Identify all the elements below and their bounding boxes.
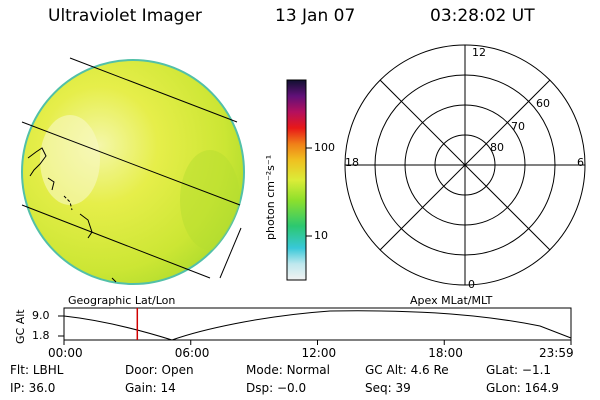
- info-field-value: 14: [160, 381, 176, 395]
- info-field-label: GC Alt:: [365, 363, 411, 377]
- info-field-label: IP:: [10, 381, 29, 395]
- info-field: Gain: 14: [125, 381, 176, 395]
- info-field-value: LBHL: [32, 363, 64, 377]
- apex-label: Apex MLat/MLT: [410, 294, 493, 307]
- altitude-curve: [63, 310, 572, 341]
- uv-earth-image: [21, 57, 245, 285]
- polar-plot: [344, 44, 586, 286]
- observation-date: 13 Jan 07: [275, 6, 356, 26]
- info-field-label: Mode:: [246, 363, 287, 377]
- polar-mlt-6: 6: [577, 156, 584, 169]
- polar-mlt-12: 12: [472, 46, 486, 59]
- info-field: GLat: −1.1: [486, 363, 551, 377]
- altitude-y-high: 9.0: [32, 309, 50, 322]
- info-field-label: Flt:: [10, 363, 33, 377]
- info-field-value: 36.0: [28, 381, 56, 395]
- polar-mlt-18: 18: [345, 156, 359, 169]
- info-field-value: 39: [395, 381, 411, 395]
- info-field-label: Door:: [125, 363, 162, 377]
- altitude-plot: [58, 307, 572, 345]
- info-field: Door: Open: [125, 363, 194, 377]
- colorbar-tick-100: 100: [314, 141, 335, 154]
- altitude-y-low: 1.8: [32, 329, 50, 342]
- polar-lat-60: 60: [536, 97, 550, 110]
- info-field-value: −0.0: [276, 381, 307, 395]
- info-field-value: 4.6 Re: [410, 363, 449, 377]
- info-field: GLon: 164.9: [486, 381, 559, 395]
- altitude-xtick-label: 23:59: [539, 346, 574, 360]
- polar-mlt-0: 0: [468, 278, 475, 291]
- colorbar-tick-10: 10: [314, 229, 328, 242]
- info-field-label: GLat:: [486, 363, 522, 377]
- altitude-ylabel: GC Alt: [14, 309, 27, 344]
- polar-lat-80: 80: [490, 141, 504, 154]
- info-field-value: Open: [161, 363, 194, 377]
- info-field: Mode: Normal: [246, 363, 330, 377]
- geographic-label: Geographic Lat/Lon: [68, 294, 176, 307]
- altitude-xtick-label: 18:00: [428, 346, 463, 360]
- info-field-label: Seq:: [365, 381, 396, 395]
- instrument-title: Ultraviolet Imager: [48, 6, 202, 26]
- color-bar: [286, 79, 312, 281]
- info-field-value: 164.9: [524, 381, 559, 395]
- info-field-label: GLon:: [486, 381, 525, 395]
- info-field: Seq: 39: [365, 381, 411, 395]
- info-field-label: Gain:: [125, 381, 161, 395]
- colorbar-unit-label: photon cm⁻²s⁻¹: [264, 154, 277, 240]
- altitude-xtick-label: 12:00: [301, 346, 337, 360]
- info-field: GC Alt: 4.6 Re: [365, 363, 449, 377]
- polar-lat-70: 70: [511, 120, 525, 133]
- info-field-value: −1.1: [521, 363, 552, 377]
- info-field-label: Dsp:: [246, 381, 277, 395]
- info-field: IP: 36.0: [10, 381, 55, 395]
- info-field: Flt: LBHL: [10, 363, 63, 377]
- info-field-value: Normal: [286, 363, 330, 377]
- observation-time: 03:28:02 UT: [430, 6, 535, 26]
- altitude-xtick-label: 06:00: [174, 346, 210, 360]
- info-field: Dsp: −0.0: [246, 381, 306, 395]
- altitude-xtick-label: 00:00: [48, 346, 83, 360]
